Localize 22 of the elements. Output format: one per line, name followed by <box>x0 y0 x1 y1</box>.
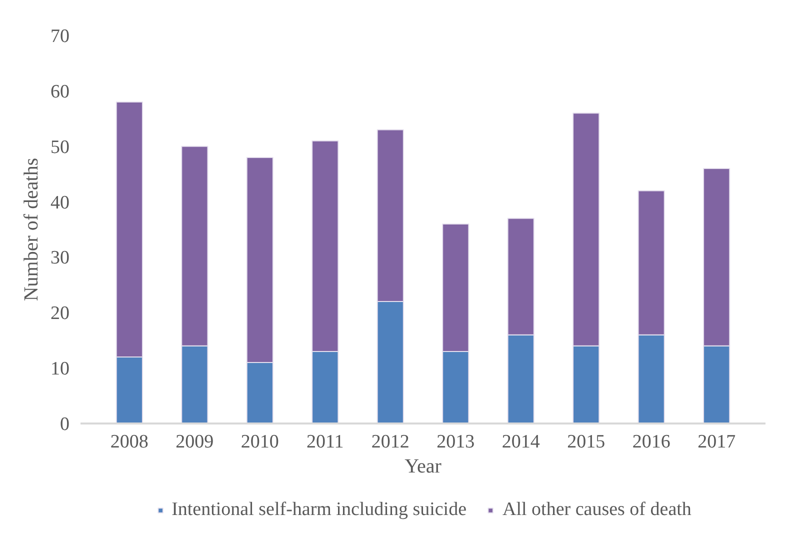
x-tick-label: 2009 <box>176 432 214 452</box>
y-tick-label: 0 <box>60 414 70 435</box>
y-tick-label: 50 <box>50 136 70 158</box>
x-tick-label: 2014 <box>502 432 540 452</box>
y-tick-label: 20 <box>50 303 70 324</box>
x-tick-label: 2013 <box>436 432 475 452</box>
y-tick-label: 30 <box>50 248 70 269</box>
x-tick-label: 2011 <box>306 432 344 452</box>
x-axis-title: Year <box>404 456 442 478</box>
y-tick-label: 70 <box>50 26 70 47</box>
x-tick-label: 2008 <box>110 432 148 452</box>
x-tick-label: 2017 <box>698 432 736 452</box>
y-tick-label: 10 <box>50 358 70 380</box>
x-tick-label: 2010 <box>240 432 279 452</box>
legend-label: Intentional self-harm including suicide <box>172 499 467 521</box>
x-tick-label: 2016 <box>632 432 670 452</box>
legend-label: All other causes of death <box>502 499 692 521</box>
x-tick-label: 2015 <box>567 432 606 452</box>
y-axis-title: Number of deaths <box>20 158 42 302</box>
y-tick-label: 60 <box>50 81 70 102</box>
x-tick-label: 2012 <box>371 432 410 452</box>
y-tick-label: 40 <box>50 192 70 214</box>
